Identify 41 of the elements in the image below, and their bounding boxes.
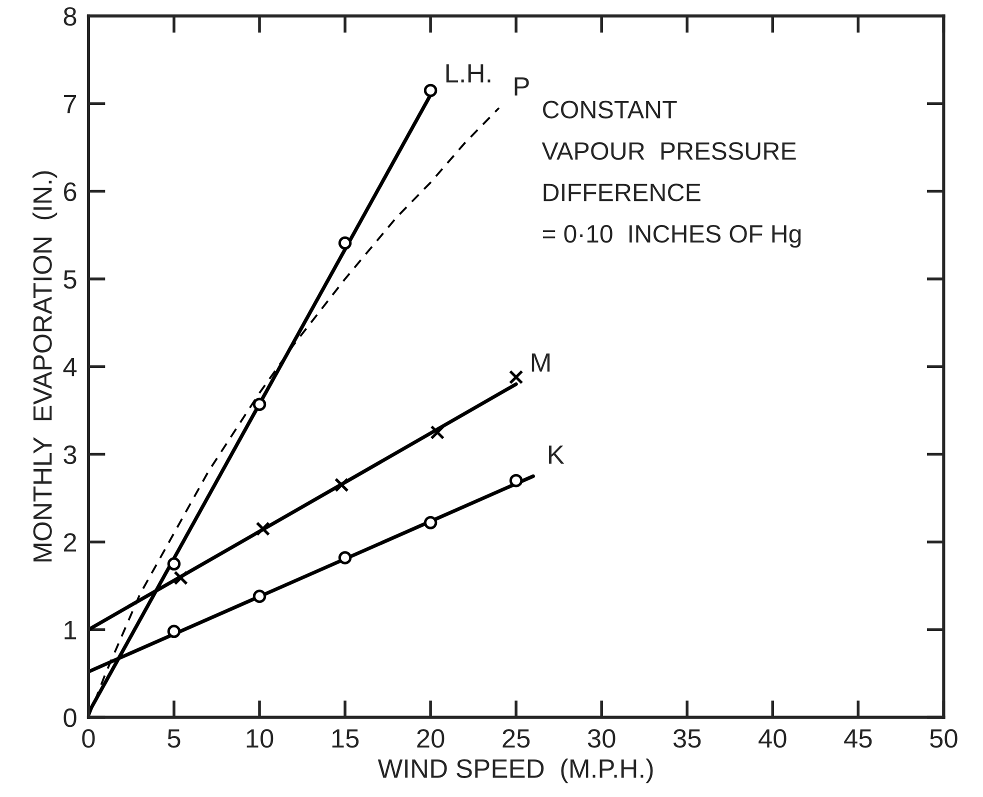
point <box>252 590 266 603</box>
point <box>430 425 445 440</box>
x-tick-label: 15 <box>332 729 359 748</box>
point <box>167 557 181 571</box>
y-tick-label: 0 <box>64 708 76 728</box>
x-tick-label: 0 <box>82 729 95 748</box>
x-tick-label: 45 <box>844 729 872 748</box>
y-tick-label: 6 <box>64 182 76 202</box>
point <box>424 84 438 98</box>
x-axis-title: WIND SPEED (M.P.H.) <box>378 758 653 784</box>
y-tick-label: 2 <box>64 533 76 552</box>
x-tick-label: 20 <box>417 729 444 748</box>
point <box>508 370 524 384</box>
point <box>334 478 349 492</box>
point <box>252 398 266 411</box>
x-tick-label: 40 <box>758 729 786 748</box>
x-tick-label: 35 <box>673 729 701 748</box>
point <box>338 236 352 250</box>
point <box>509 474 523 488</box>
series-label: K <box>549 446 564 464</box>
y-tick-label: 7 <box>64 95 76 114</box>
y-tick-label: 3 <box>64 445 76 464</box>
point <box>167 624 181 638</box>
series-label: P <box>514 77 529 96</box>
y-tick-label: 1 <box>64 621 76 640</box>
y-tick-label: 8 <box>64 7 76 26</box>
x-tick-label: 25 <box>502 729 530 748</box>
x-tick-label: 5 <box>168 729 180 748</box>
point <box>256 522 270 536</box>
point <box>174 570 188 586</box>
y-tick-label: 5 <box>64 270 76 289</box>
point <box>338 551 352 564</box>
point <box>424 516 438 530</box>
x-tick-label: 30 <box>588 729 616 748</box>
series-label: L.H. <box>446 64 490 82</box>
y-axis-title: MONTHLY EVAPORATION (IN.) <box>32 171 58 562</box>
annotation: CONSTANT VAPOUR PRESSURE DIFFERENCE = 0·10 INCHES OF Hg <box>542 100 801 248</box>
x-tick-label: 50 <box>930 729 958 748</box>
y-tick-label: 4 <box>63 358 77 376</box>
series-label: M <box>532 354 550 372</box>
x-tick-label: 10 <box>246 729 274 748</box>
